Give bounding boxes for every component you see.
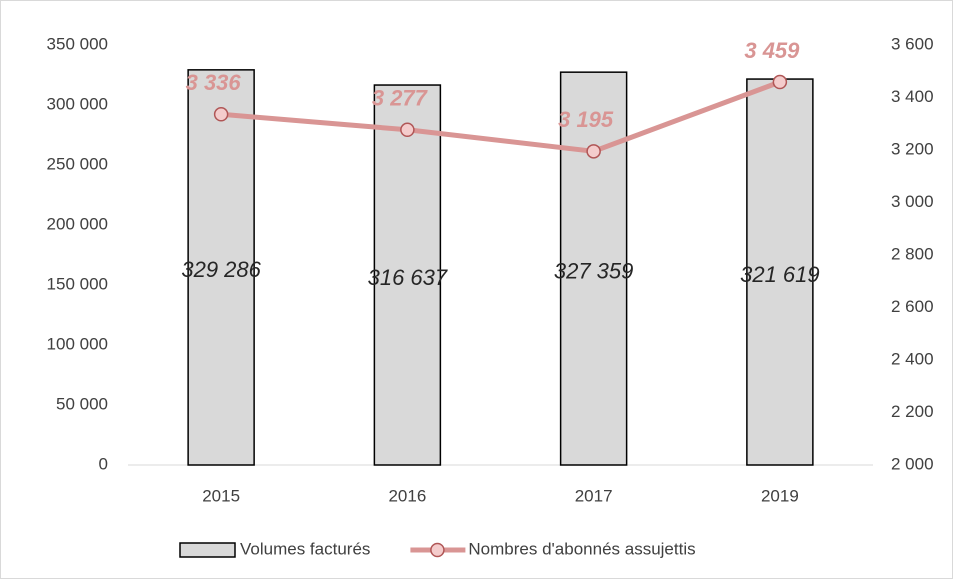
bar-value-label: 327 359 [554,258,634,283]
y2-tick-label: 2 200 [891,402,934,421]
y-tick-label: 250 000 [47,154,108,173]
line-value-label: 3 195 [558,107,614,132]
bar-value-label: 316 637 [368,265,448,290]
legend-label: Nombres d'abonnés assujettis [468,539,695,558]
y-tick-label: 350 000 [47,34,108,53]
y-tick-label: 200 000 [47,214,108,233]
line-marker [213,107,229,122]
line-marker [586,144,601,159]
line-value-label: 3 459 [744,38,800,63]
line-marker [400,122,415,138]
x-tick-label: 2019 [761,486,799,505]
y2-tick-label: 3 600 [891,34,934,53]
bar [187,69,255,466]
legend-swatch [179,542,236,558]
bar [559,71,628,466]
y2-tick-label: 2 600 [891,297,934,316]
legend-marker [430,542,445,558]
y-tick-label: 300 000 [47,94,108,113]
y2-tick-label: 2 800 [891,244,934,263]
bar [373,84,442,466]
y-tick-label: 100 000 [47,334,108,353]
y2-tick-label: 3 000 [891,192,934,211]
bar-value-label: 321 619 [740,262,820,287]
x-tick-label: 2015 [202,486,240,505]
bar-value-label: 329 286 [181,257,261,282]
y2-tick-label: 3 200 [891,139,934,158]
x-tick-label: 2017 [575,486,613,505]
line-value-label: 3 277 [372,86,429,111]
y2-tick-label: 2 400 [891,349,934,368]
legend-label: Volumes facturés [240,539,370,558]
x-tick-label: 2016 [388,486,426,505]
line-marker [772,74,788,90]
y-tick-label: 150 000 [47,274,108,293]
bar [746,78,814,466]
y-tick-label: 0 [99,454,108,473]
line-value-label: 3 336 [186,70,242,95]
y2-tick-label: 2 000 [891,454,934,473]
y-tick-label: 50 000 [56,394,108,413]
line [220,79,781,154]
y2-tick-label: 3 400 [891,87,934,106]
